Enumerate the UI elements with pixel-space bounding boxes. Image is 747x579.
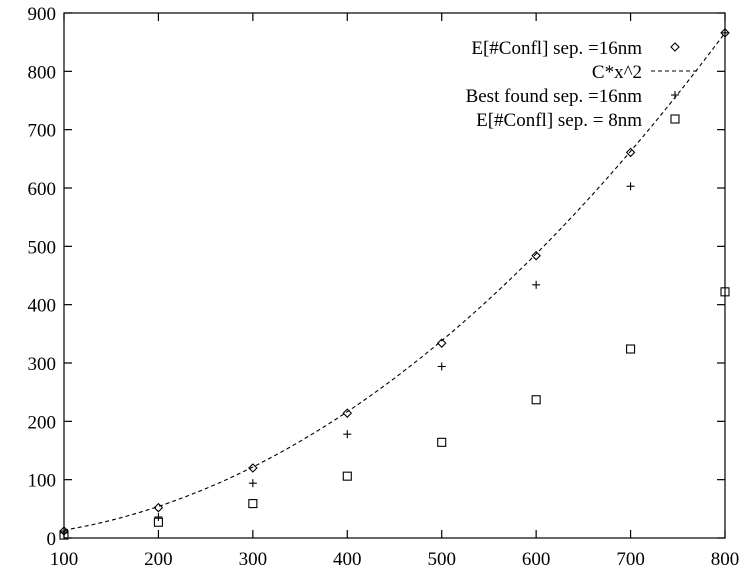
axes [63,12,726,539]
point-square [59,530,69,540]
legend-marker-0 [670,42,680,52]
point-plus [248,479,257,488]
y-tick-label: 100 [28,471,57,492]
point-diamond [436,338,447,348]
y-tick-label: 0 [47,529,57,550]
point-plus [154,513,163,521]
series-layer [59,28,730,540]
legend: E[#Confl] sep. =16nm C*x^2 Best found sep.… [466,38,699,131]
point-plus [343,430,352,439]
ticks: 100 200 300 400 500 600 700 8000100200300400500… [28,4,740,570]
y-tick-label: 700 [28,121,57,142]
plot-frame [63,12,726,539]
series-1 [63,32,726,531]
legend-label-1: C*x^2 [592,62,642,83]
legend-label-0: E[#Confl] sep. =16nm [471,38,642,59]
y-tick-label: 900 [28,4,57,25]
series-3 [59,287,730,540]
y-tick-label: 300 [28,354,57,375]
point-square [342,471,352,481]
x-tick-label: 200 [144,549,173,570]
y-tick-label: 500 [28,237,57,258]
legend-label-2: Best found sep. =16nm [466,86,643,107]
point-square [153,517,163,527]
x-tick-label: 500 [427,549,456,570]
point-plus [721,28,729,37]
point-diamond [531,250,541,261]
legend-marker-3 [670,114,680,124]
x-tick-label: 600 [522,549,551,570]
fit-curve [63,32,726,531]
point-square [626,344,636,354]
x-tick-label: 700 [616,549,645,570]
point-plus [532,280,541,289]
x-tick-label: 300 [239,549,268,570]
point-plus [626,182,635,191]
series-2 [60,28,729,537]
point-diamond [153,502,164,513]
point-square [437,437,447,447]
y-tick-label: 400 [28,296,57,317]
y-tick-label: 600 [28,179,57,200]
point-square [248,499,258,509]
legend-marker-2 [671,91,679,99]
point-square [720,287,730,297]
point-plus [437,362,446,371]
x-tick-label: 400 [333,549,362,570]
legend-label-3: E[#Confl] sep. = 8nm [476,110,642,131]
point-square [531,395,541,405]
point-diamond [625,147,636,158]
y-tick-label: 800 [28,62,57,83]
x-tick-label: 800 [711,549,740,570]
x-tick-label: 100 [50,549,79,570]
point-plus [60,528,68,537]
y-tick-label: 200 [28,412,57,433]
point-diamond [248,463,258,473]
point-diamond [342,408,353,418]
